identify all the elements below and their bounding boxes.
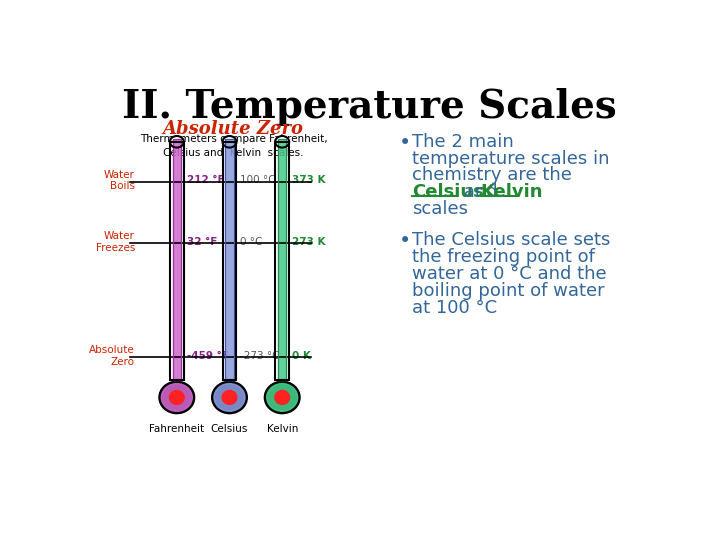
Bar xyxy=(278,139,287,380)
Text: 100 °C: 100 °C xyxy=(240,176,275,185)
Text: Water
Boils: Water Boils xyxy=(104,170,135,191)
Bar xyxy=(170,142,184,380)
Text: Water
Freezes: Water Freezes xyxy=(96,231,135,253)
Bar xyxy=(275,142,289,380)
Text: The 2 main: The 2 main xyxy=(413,132,514,151)
Bar xyxy=(225,139,234,380)
Text: Celsius: Celsius xyxy=(211,424,248,434)
Ellipse shape xyxy=(222,390,237,404)
Ellipse shape xyxy=(214,383,245,411)
Text: the freezing point of: the freezing point of xyxy=(413,248,595,266)
Text: Thermometers compare Fahrenheit,
Celsius and  Kelvin  scales.: Thermometers compare Fahrenheit, Celsius… xyxy=(140,134,327,158)
Text: 0 K: 0 K xyxy=(292,351,311,361)
Text: Kelvin: Kelvin xyxy=(481,184,543,201)
Bar xyxy=(170,142,184,380)
Text: boiling point of water: boiling point of water xyxy=(413,282,605,300)
Bar xyxy=(222,142,236,380)
Text: at 100 °C: at 100 °C xyxy=(413,299,498,317)
Text: and: and xyxy=(458,184,503,201)
Text: -459 °F: -459 °F xyxy=(187,351,229,361)
Bar xyxy=(222,142,236,380)
Text: water at 0 °C and the: water at 0 °C and the xyxy=(413,265,607,283)
Bar xyxy=(173,139,181,380)
Ellipse shape xyxy=(169,390,184,404)
Ellipse shape xyxy=(161,383,192,411)
Text: Celsius: Celsius xyxy=(413,184,484,201)
Ellipse shape xyxy=(275,390,289,404)
Text: 373 K: 373 K xyxy=(292,176,325,185)
Bar xyxy=(173,139,181,380)
Text: The Celsius scale sets: The Celsius scale sets xyxy=(413,231,611,249)
Text: 273 K: 273 K xyxy=(292,237,325,247)
Text: 32 °F: 32 °F xyxy=(187,237,217,247)
Text: 212 °F: 212 °F xyxy=(187,176,225,185)
Ellipse shape xyxy=(159,381,194,414)
Text: -273 °C: -273 °C xyxy=(240,351,279,361)
Text: •: • xyxy=(398,132,410,153)
Text: II. Temperature Scales: II. Temperature Scales xyxy=(122,88,616,126)
Text: Kelvin: Kelvin xyxy=(266,424,298,434)
Ellipse shape xyxy=(275,136,289,147)
Ellipse shape xyxy=(266,383,297,411)
Text: 0 °C: 0 °C xyxy=(240,237,262,247)
Text: Fahrenheit: Fahrenheit xyxy=(149,424,204,434)
Text: temperature scales in: temperature scales in xyxy=(413,150,610,167)
Text: chemistry are the: chemistry are the xyxy=(413,166,572,185)
Ellipse shape xyxy=(170,136,184,147)
Ellipse shape xyxy=(222,136,236,147)
Bar xyxy=(278,139,287,380)
Text: Absolute Zero: Absolute Zero xyxy=(163,120,304,138)
Bar xyxy=(275,142,289,380)
Text: Absolute
Zero: Absolute Zero xyxy=(89,345,135,367)
Ellipse shape xyxy=(212,381,248,414)
Bar xyxy=(225,139,234,380)
Text: scales: scales xyxy=(413,200,469,218)
Ellipse shape xyxy=(264,381,300,414)
Text: •: • xyxy=(398,231,410,251)
